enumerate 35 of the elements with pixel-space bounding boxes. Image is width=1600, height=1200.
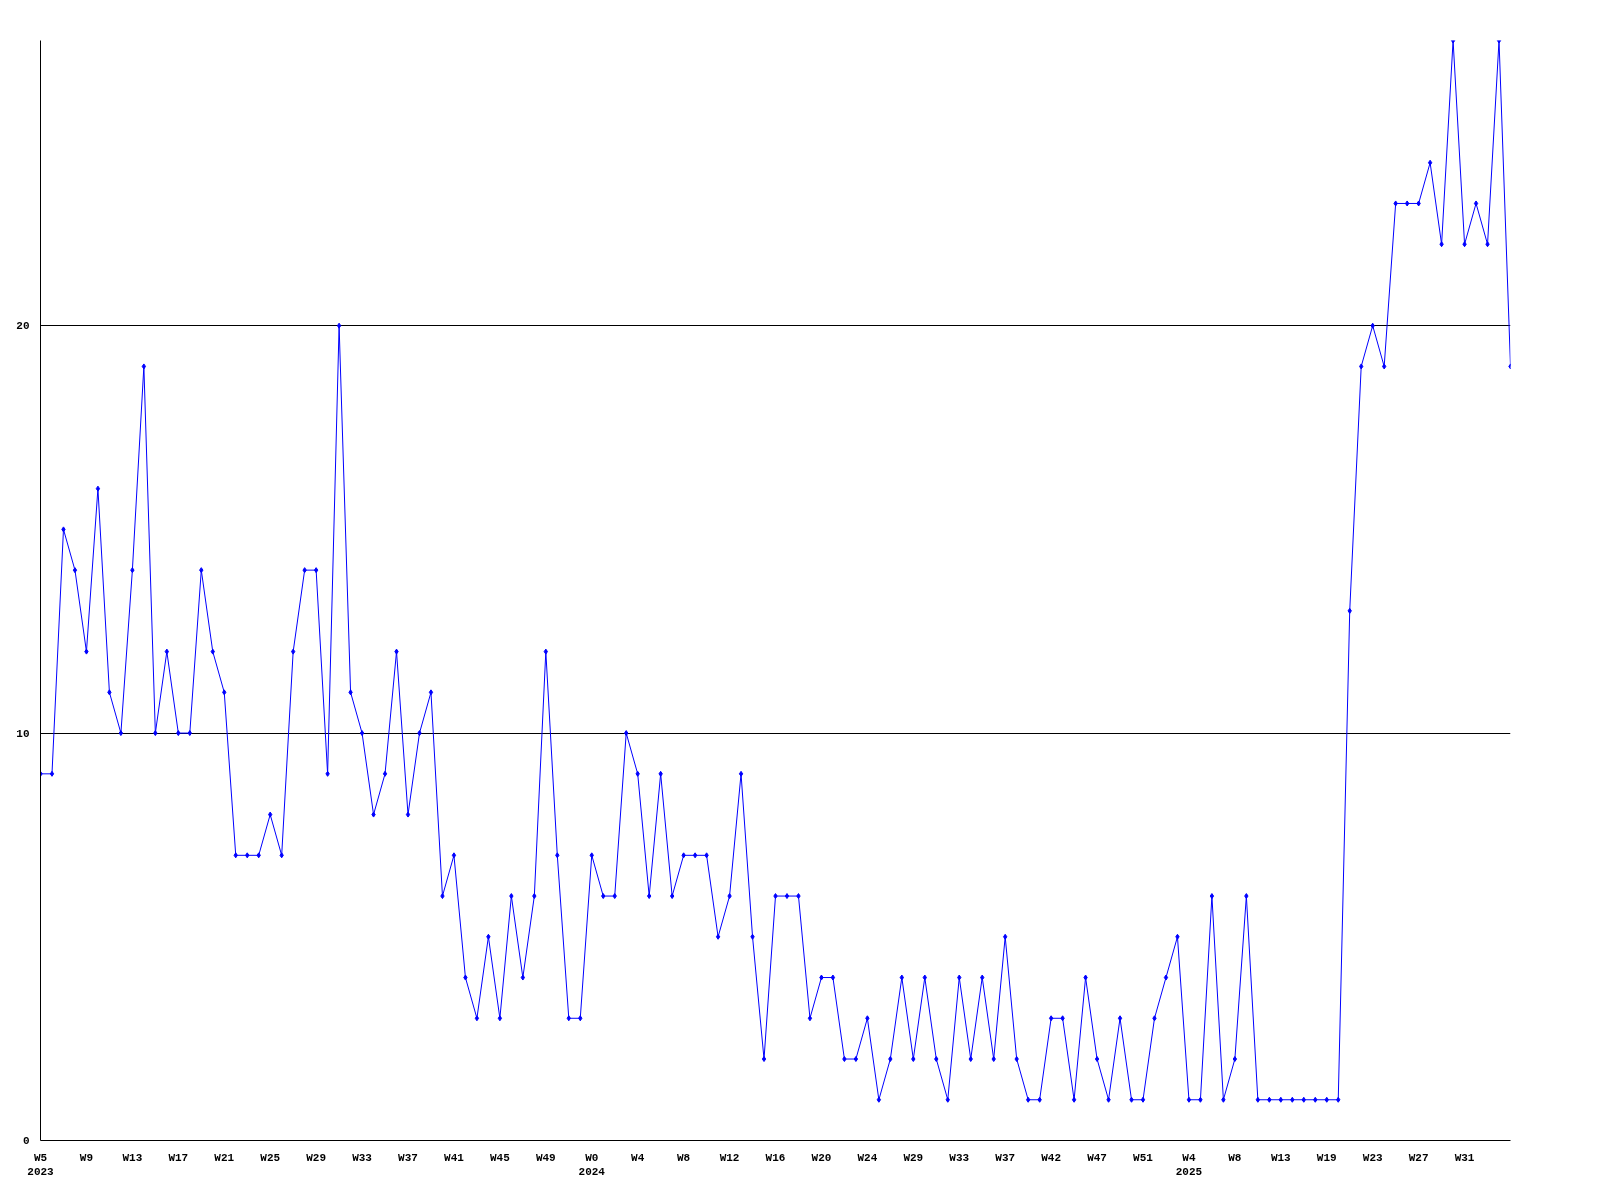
x-tick-label: W0 2024 xyxy=(578,1151,606,1178)
x-tick-label: W24 xyxy=(857,1151,878,1164)
x-tick-label: W13 xyxy=(122,1151,143,1164)
x-tick-label: W17 xyxy=(168,1151,189,1164)
x-tick-label: W31 xyxy=(1454,1151,1475,1164)
x-tick-label: W25 xyxy=(260,1151,281,1164)
x-tick-label: W49 xyxy=(535,1151,556,1164)
x-tick-label: W33 xyxy=(949,1151,970,1164)
x-tick-label: W9 xyxy=(79,1151,94,1164)
x-tick-label: W29 xyxy=(306,1151,327,1164)
x-tick-label: W33 xyxy=(352,1151,373,1164)
x-tick-label: W16 xyxy=(765,1151,786,1164)
x-tick-label: W37 xyxy=(398,1151,418,1164)
x-tick-label: W8 xyxy=(677,1151,691,1164)
y-tick-label: 10 xyxy=(16,727,30,740)
x-tick-label: W45 xyxy=(489,1151,511,1164)
x-tick-label: W29 xyxy=(903,1151,924,1164)
x-tick-label: W19 xyxy=(1316,1151,1337,1164)
x-tick-label: W4 2025 xyxy=(1175,1151,1203,1178)
x-tick-label: W23 xyxy=(1362,1151,1383,1164)
x-tick-label: W41 xyxy=(444,1151,465,1164)
y-tick-label: 0 xyxy=(22,1135,30,1147)
x-tick-label: W37 xyxy=(995,1151,1016,1164)
x-tick-label: W42 xyxy=(1041,1151,1062,1164)
x-tick-label: W47 xyxy=(1087,1151,1107,1164)
x-tick-label: W13 xyxy=(1270,1151,1292,1164)
x-tick-label: W21 xyxy=(214,1151,235,1164)
x-tick-label: W8 xyxy=(1228,1151,1242,1164)
x-tick-label: W51 xyxy=(1133,1151,1154,1164)
x-tick-label: W5 2023 xyxy=(27,1151,55,1178)
x-tick-label: W20 xyxy=(811,1151,832,1164)
x-tick-label: W27 xyxy=(1408,1151,1429,1164)
x-tick-label: W12 xyxy=(719,1151,740,1164)
x-tick-label: W4 xyxy=(631,1151,645,1164)
y-tick-label: 20 xyxy=(16,320,30,333)
